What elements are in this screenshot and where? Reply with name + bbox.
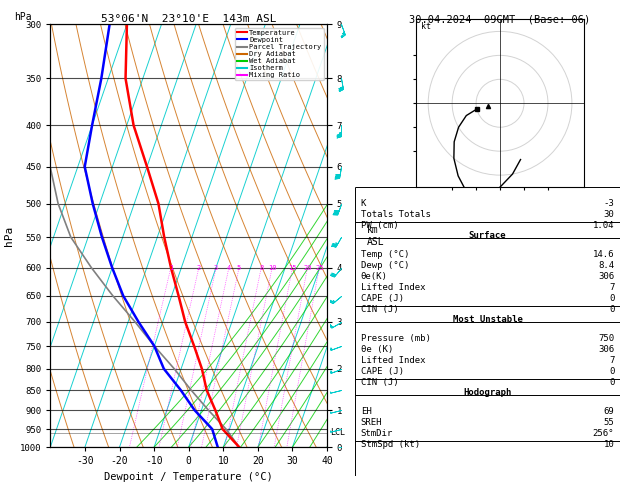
X-axis label: Dewpoint / Temperature (°C): Dewpoint / Temperature (°C) [104, 472, 273, 482]
Text: kt: kt [421, 22, 431, 31]
Text: 15: 15 [288, 265, 297, 271]
Text: PW (cm): PW (cm) [360, 221, 398, 230]
Text: LCL: LCL [330, 428, 345, 437]
Text: 0: 0 [609, 378, 615, 387]
Text: 30: 30 [604, 210, 615, 219]
Text: K: K [360, 199, 366, 208]
Text: 25: 25 [315, 265, 323, 271]
Text: 306: 306 [598, 272, 615, 281]
Text: 5: 5 [237, 265, 241, 271]
Text: EH: EH [360, 406, 371, 416]
Text: Pressure (mb): Pressure (mb) [360, 334, 430, 343]
Text: Lifted Index: Lifted Index [360, 356, 425, 365]
Text: Most Unstable: Most Unstable [452, 315, 523, 324]
Text: -3: -3 [604, 199, 615, 208]
Text: CIN (J): CIN (J) [360, 378, 398, 387]
Text: 256°: 256° [593, 429, 615, 438]
Text: StmSpd (kt): StmSpd (kt) [360, 440, 420, 449]
Text: Totals Totals: Totals Totals [360, 210, 430, 219]
Text: 0: 0 [609, 367, 615, 376]
Text: 69: 69 [604, 406, 615, 416]
Y-axis label: hPa: hPa [4, 226, 14, 246]
Text: 2: 2 [197, 265, 201, 271]
Title: 53°06'N  23°10'E  143m ASL: 53°06'N 23°10'E 143m ASL [101, 14, 277, 23]
Text: 1.04: 1.04 [593, 221, 615, 230]
Text: hPa: hPa [14, 12, 32, 22]
Text: 4: 4 [227, 265, 231, 271]
Text: CAPE (J): CAPE (J) [360, 294, 404, 303]
Text: 55: 55 [604, 417, 615, 427]
Y-axis label: km
ASL: km ASL [367, 225, 385, 246]
Text: 14.6: 14.6 [593, 250, 615, 259]
Text: CIN (J): CIN (J) [360, 305, 398, 314]
Text: SREH: SREH [360, 417, 382, 427]
Text: 8.4: 8.4 [598, 261, 615, 270]
Text: 10: 10 [604, 440, 615, 449]
Text: StmDir: StmDir [360, 429, 393, 438]
Text: 0: 0 [609, 305, 615, 314]
Text: 30.04.2024  09GMT  (Base: 06): 30.04.2024 09GMT (Base: 06) [409, 15, 591, 25]
Text: θe(K): θe(K) [360, 272, 387, 281]
Text: 750: 750 [598, 334, 615, 343]
Text: 306: 306 [598, 345, 615, 354]
Text: Lifted Index: Lifted Index [360, 283, 425, 292]
Text: 8: 8 [259, 265, 264, 271]
Text: θe (K): θe (K) [360, 345, 393, 354]
Legend: Temperature, Dewpoint, Parcel Trajectory, Dry Adiabat, Wet Adiabat, Isotherm, Mi: Temperature, Dewpoint, Parcel Trajectory… [235, 28, 323, 80]
Text: 0: 0 [609, 294, 615, 303]
Text: Temp (°C): Temp (°C) [360, 250, 409, 259]
Text: 7: 7 [609, 283, 615, 292]
Text: Hodograph: Hodograph [464, 388, 511, 397]
Text: 10: 10 [268, 265, 276, 271]
Text: Dewp (°C): Dewp (°C) [360, 261, 409, 270]
Text: Surface: Surface [469, 231, 506, 240]
Text: 7: 7 [609, 356, 615, 365]
Text: CAPE (J): CAPE (J) [360, 367, 404, 376]
Text: 20: 20 [303, 265, 312, 271]
Text: 1: 1 [169, 265, 173, 271]
Text: 3: 3 [214, 265, 218, 271]
